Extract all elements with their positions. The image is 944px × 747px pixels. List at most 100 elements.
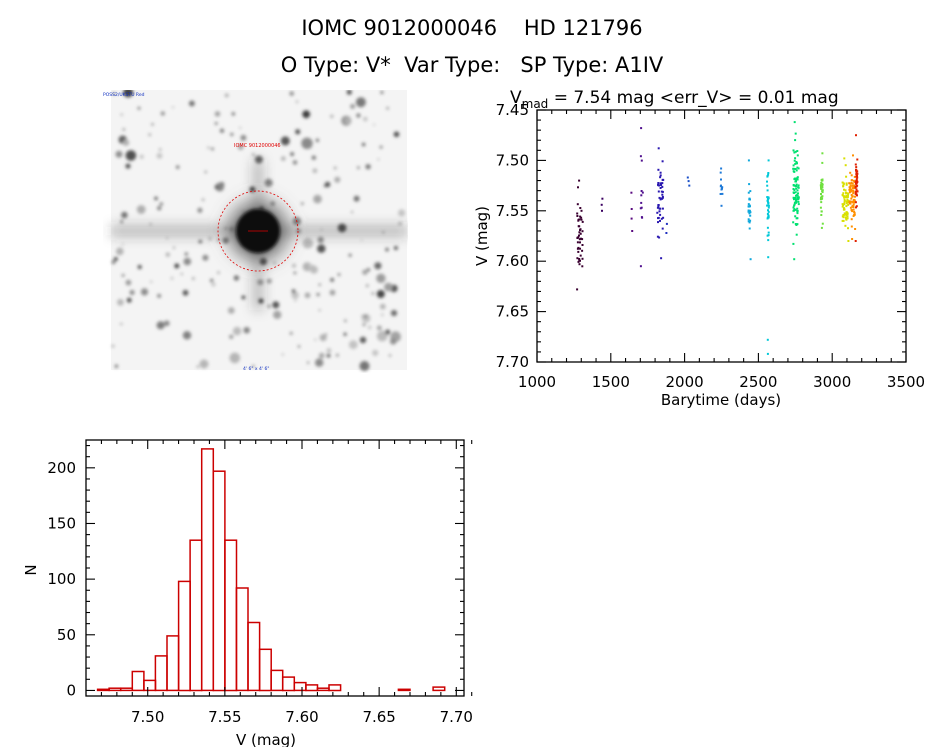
light-curve-point: [855, 181, 858, 184]
light-curve-point: [847, 192, 850, 195]
light-curve-point: [852, 208, 855, 211]
light-curve-point: [852, 192, 855, 195]
light-curve-point: [856, 172, 859, 175]
light-curve-point: [640, 216, 643, 219]
light-curve-point: [794, 180, 797, 183]
light-curve-point: [843, 195, 846, 198]
title-sub: mad: [522, 97, 549, 111]
light-curve-point: [793, 204, 796, 207]
sky-star: [390, 310, 398, 317]
light-curve-point: [851, 184, 854, 187]
sky-star: [293, 271, 297, 275]
sky-star: [289, 91, 294, 96]
histogram-bar: [189, 539, 203, 692]
light-curve-point: [576, 215, 579, 217]
y-tick-label: 200: [47, 459, 76, 477]
sky-star: [157, 294, 161, 298]
light-curve-point: [580, 216, 583, 219]
light-curve-point: [842, 184, 845, 187]
light-curve-point: [640, 159, 643, 162]
light-curve-point: [794, 132, 797, 135]
light-curve-point: [792, 206, 795, 209]
light-curve-point: [855, 193, 858, 196]
light-curve-point: [657, 221, 659, 224]
sky-star: [113, 92, 116, 95]
light-curve-point: [630, 208, 633, 210]
light-curve-point: [767, 210, 770, 213]
light-curve-point: [854, 195, 856, 198]
histogram-bar: [177, 580, 191, 692]
light-curve-point: [794, 139, 797, 142]
sky-star: [389, 354, 391, 357]
light-curve-point: [576, 247, 579, 250]
light-curve-point: [852, 154, 854, 157]
light-curve-point: [852, 203, 855, 206]
histogram-bar: [96, 688, 110, 692]
light-curve-point: [841, 181, 844, 184]
sky-star: [359, 361, 370, 371]
light-curve-point: [748, 209, 751, 212]
light-curve-point: [766, 199, 769, 202]
sky-star: [137, 106, 141, 110]
light-curve-point: [579, 215, 582, 218]
light-curve-point: [720, 204, 723, 207]
light-curve-point: [843, 188, 845, 191]
survey-tag: POSS2/UKSTU Red: [103, 92, 145, 98]
light-curve-point: [767, 209, 769, 212]
light-curve-point: [662, 216, 665, 219]
histogram-ylabel: N: [22, 564, 40, 575]
light-curve-point: [767, 206, 770, 209]
light-curve-point: [855, 178, 858, 181]
sky-star: [377, 158, 380, 161]
light-curve-point: [767, 197, 770, 200]
sky-star: [211, 147, 214, 151]
light-curve-point: [581, 257, 584, 260]
sky-star: [373, 123, 376, 126]
light-curve-point: [855, 166, 858, 169]
light-curve-point: [659, 198, 662, 201]
histogram-bar: [328, 684, 342, 692]
histogram-bar: [200, 448, 215, 692]
light-curve-point: [849, 206, 852, 209]
light-curve-point: [793, 198, 795, 201]
sky-star: [171, 106, 175, 109]
sky-star: [159, 202, 163, 206]
light-curve-point: [845, 205, 848, 208]
sky-star: [353, 195, 360, 202]
light-curve-point: [847, 240, 850, 242]
light-curve-point: [820, 214, 823, 216]
light-curve-point: [820, 226, 823, 229]
light-curve-point: [639, 265, 642, 268]
light-curve-point: [767, 173, 770, 176]
light-curve-point: [841, 203, 844, 206]
sky-star: [326, 353, 331, 358]
light-curve-point: [793, 201, 796, 204]
sky-star: [376, 290, 385, 298]
light-curve-point: [821, 222, 824, 225]
light-curve-point: [578, 258, 581, 260]
light-curve-point: [795, 233, 798, 236]
x-tick-label: 7.55: [208, 708, 241, 726]
sky-star: [363, 116, 368, 122]
light-curve-point: [796, 176, 799, 179]
light-curve-point: [579, 254, 582, 257]
light-curve-point: [850, 197, 853, 200]
sky-star: [233, 275, 240, 281]
light-curve-point: [796, 189, 799, 192]
light-curve-point: [578, 225, 581, 228]
light-curve-point: [796, 223, 799, 226]
light-curve-point: [842, 182, 845, 185]
light-curve-point: [820, 196, 822, 199]
sky-star: [117, 298, 124, 306]
light-curve-point: [767, 231, 770, 234]
sky-star: [215, 122, 218, 125]
sky-star: [231, 112, 235, 116]
sky-star: [291, 289, 296, 293]
light-curve-point: [748, 204, 751, 207]
light-curve-point: [794, 208, 797, 211]
light-curve-point: [821, 152, 824, 155]
sky-star: [113, 257, 118, 261]
sky-star: [366, 268, 371, 272]
histogram-frame: [85, 439, 465, 697]
sky-star: [360, 239, 363, 242]
